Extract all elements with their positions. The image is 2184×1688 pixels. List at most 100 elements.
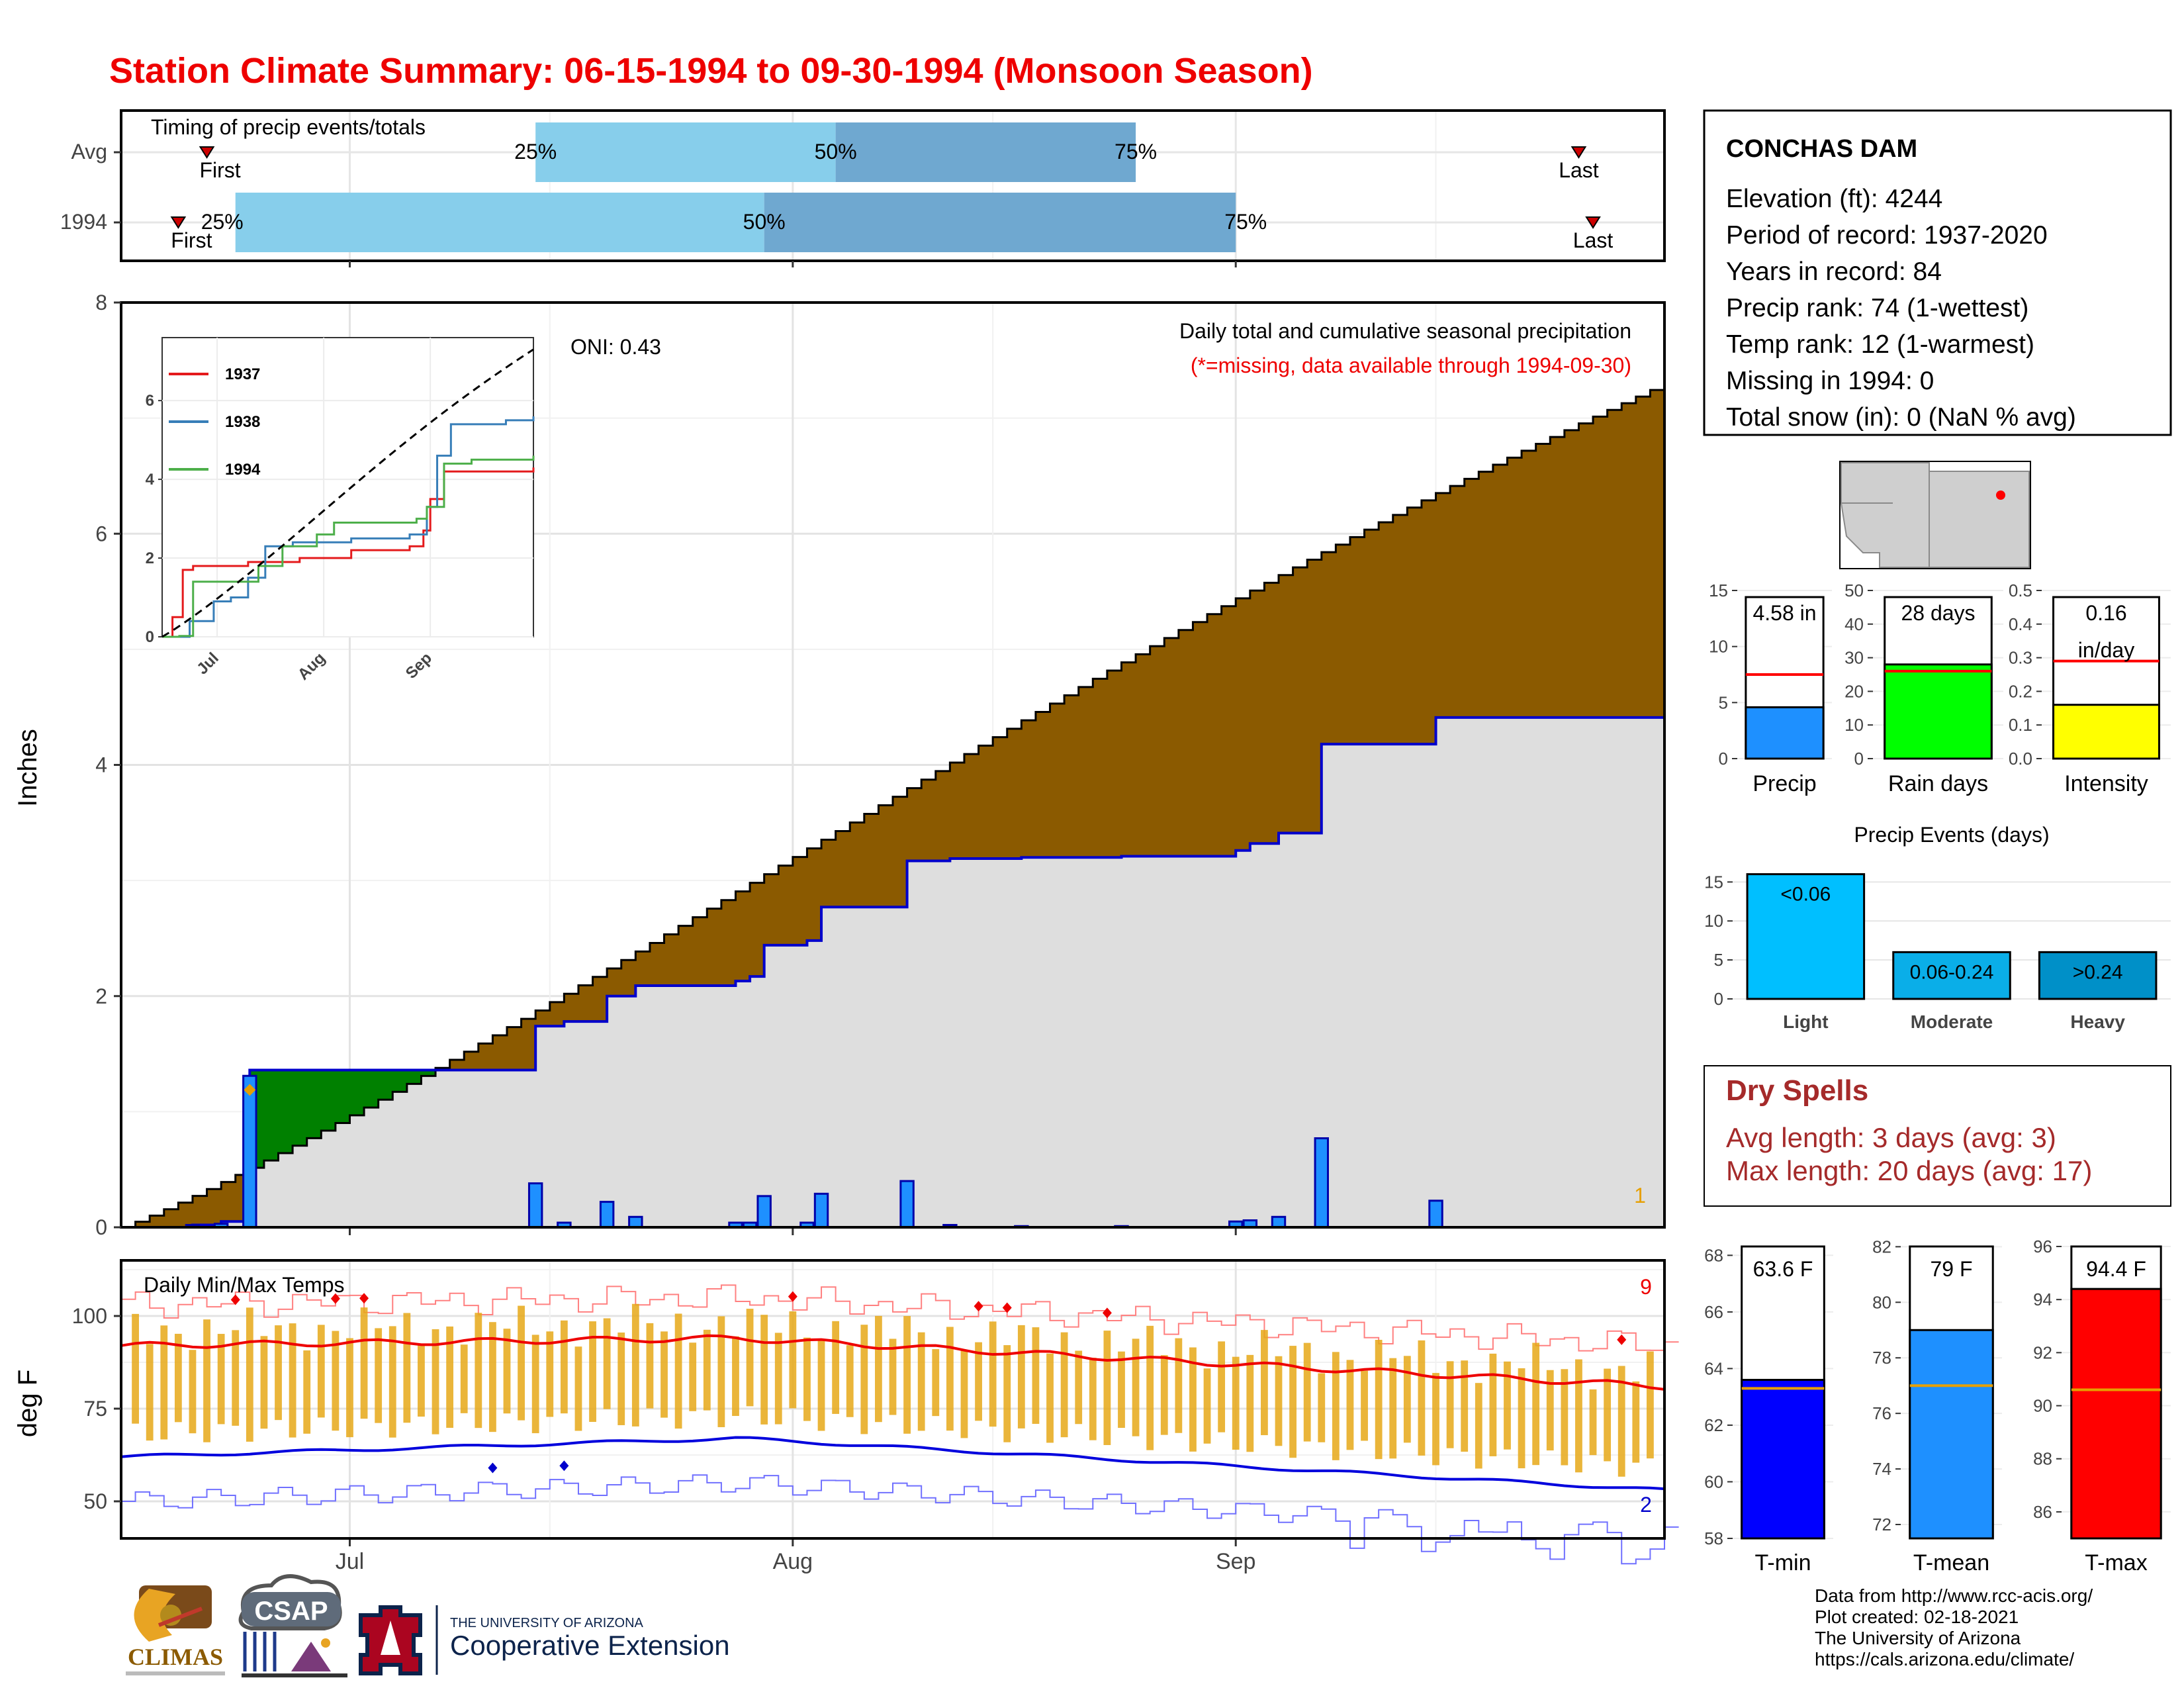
daily-temp-range-bar xyxy=(489,1322,496,1432)
summary-y-tick-label: 0.4 xyxy=(2009,614,2032,634)
daily-temp-range-bar xyxy=(946,1327,954,1431)
timing-bar-q50-q75 xyxy=(835,122,1136,182)
daily-temp-range-bar xyxy=(332,1331,340,1431)
daily-temp-range-bar xyxy=(1461,1360,1469,1452)
events-bar-label: >0.24 xyxy=(2073,961,2123,983)
station-precip-rank: Precip rank: 74 (1-wettest) xyxy=(1726,294,2028,322)
daily-temp-range-bar xyxy=(1032,1327,1040,1424)
summary-bar-label: Precip xyxy=(1752,771,1816,796)
daily-temp-range-bar xyxy=(817,1340,825,1431)
daily-temp-range-bar xyxy=(546,1331,554,1417)
ua-small-text: THE UNIVERSITY OF ARIZONA xyxy=(450,1616,644,1630)
events-x-label: Heavy xyxy=(2070,1011,2125,1032)
daily-temp-range-bar xyxy=(703,1329,711,1411)
daily-temp-range-bar xyxy=(1532,1342,1540,1466)
summary-bar-label: Intensity xyxy=(2064,771,2148,796)
daily-temp-range-bar xyxy=(760,1315,768,1425)
events-bar xyxy=(2038,951,2158,1000)
record-high-marker xyxy=(330,1293,340,1304)
ua-big-text: Cooperative Extension xyxy=(450,1630,730,1661)
precip-base-area xyxy=(121,717,1664,1227)
temp-summary-y-tick-label: 78 xyxy=(1872,1348,1891,1368)
events-y-tick-label: 5 xyxy=(1714,950,1723,970)
daily-temp-range-bar xyxy=(1632,1381,1640,1463)
oni-label: ONI: 0.43 xyxy=(570,335,661,359)
daily-temp-range-bar xyxy=(132,1313,139,1424)
timing-q75-label: 75% xyxy=(1115,140,1157,164)
summary-y-tick-label: 30 xyxy=(1844,648,1864,668)
events-x-label: Moderate xyxy=(1911,1011,1993,1032)
daily-temp-range-bar xyxy=(260,1336,268,1429)
inset-legend-label: 1994 xyxy=(225,461,261,479)
daily-temp-range-bar xyxy=(1647,1351,1654,1459)
daily-temp-range-bar xyxy=(574,1346,582,1431)
daily-temp-range-bar xyxy=(189,1350,197,1434)
station-name: CONCHAS DAM xyxy=(1726,135,1917,163)
temp-summary-value-bar xyxy=(2070,1288,2162,1540)
daily-temp-range-bar xyxy=(232,1330,240,1426)
summary-y-tick-label: 0.2 xyxy=(2009,681,2032,701)
daily-temp-range-bar xyxy=(1189,1347,1197,1452)
credit-line-2: Plot created: 02-18-2021 xyxy=(1815,1607,2019,1627)
climas-logo: CLIMAS xyxy=(126,1585,225,1675)
daily-precip-bar xyxy=(1314,1137,1329,1229)
temp-summary-value-text: 63.6 F xyxy=(1753,1257,1813,1281)
x-axis-month-label: Sep xyxy=(1216,1549,1256,1574)
temp-summary-y-tick-label: 60 xyxy=(1704,1472,1723,1491)
timing-bar-q50-q75 xyxy=(764,193,1236,252)
cumulative-1994-line xyxy=(121,716,1664,1229)
daily-temp-range-bar xyxy=(875,1315,882,1423)
timing-last-marker xyxy=(1585,216,1601,229)
temp-y-tick-label: 75 xyxy=(83,1397,107,1421)
temp-summary-y-tick-label: 90 xyxy=(2033,1396,2052,1416)
climas-logo-text: CLIMAS xyxy=(128,1644,223,1670)
events-bar xyxy=(1892,951,2011,1000)
daily-temp-range-bar xyxy=(1303,1342,1311,1442)
events-x-label: Light xyxy=(1783,1011,1828,1032)
daily-precip-bar xyxy=(1428,1199,1443,1229)
daily-temp-range-bar xyxy=(1489,1353,1497,1456)
temp-summary-y-tick-label: 72 xyxy=(1872,1515,1891,1534)
temp-summary-label: T-mean xyxy=(1913,1550,1989,1575)
daily-temp-range-bar xyxy=(246,1307,253,1442)
daily-temp-range-bar xyxy=(1146,1325,1154,1450)
inset-y-tick-label: 2 xyxy=(146,549,154,567)
station-snow: Total snow (in): 0 (NaN % avg) xyxy=(1726,403,2076,432)
summary-y-tick-label: 0.0 xyxy=(2009,749,2032,769)
temp-summary-label: T-min xyxy=(1755,1550,1811,1575)
summary-y-tick-label: 5 xyxy=(1719,692,1728,712)
temp-panel-title: Daily Min/Max Temps xyxy=(144,1273,344,1297)
inset-y-tick-label: 6 xyxy=(146,392,154,410)
daily-temp-range-bar xyxy=(275,1325,282,1421)
temp-summary-y-tick-label: 86 xyxy=(2033,1502,2052,1522)
inset-frame xyxy=(161,337,534,637)
temp-summary-y-tick-label: 80 xyxy=(1872,1292,1891,1312)
daily-temp-range-bar xyxy=(1003,1345,1011,1442)
daily-temp-range-bar xyxy=(1575,1359,1582,1473)
daily-precip-bar xyxy=(813,1192,829,1229)
daily-temp-range-bar xyxy=(1446,1361,1454,1448)
daily-precip-bar xyxy=(242,1074,257,1229)
daily-temp-range-bar xyxy=(203,1319,210,1442)
timing-q25-label: 25% xyxy=(201,210,244,234)
temp-summary-y-tick-label: 68 xyxy=(1704,1245,1723,1265)
daily-temp-range-bar xyxy=(1617,1366,1625,1477)
temp-summary-y-tick-label: 82 xyxy=(1872,1237,1891,1256)
temp-summary-value-bar xyxy=(1909,1329,1994,1540)
station-marker xyxy=(1996,491,2005,500)
daily-temp-range-bar xyxy=(1418,1340,1426,1456)
daily-temp-range-bar xyxy=(1261,1330,1268,1436)
daily-temp-range-bar xyxy=(1103,1331,1111,1446)
daily-temp-range-bar xyxy=(1060,1332,1068,1438)
record-high-marker xyxy=(1102,1307,1112,1319)
summary-y-tick-label: 10 xyxy=(1709,637,1728,657)
temp-summary-bars: 58 60 62 64 66 68 63.6 F T-min 72 74 76 78 80 82 79 F T… xyxy=(1704,1237,2171,1575)
summary-bars: 0 5 10 15 4.58 in Precip 0 10 20 30 40 50 28 days Rai… xyxy=(1709,581,2171,796)
daily-temp-range-bar xyxy=(989,1321,997,1427)
summary-value-bar xyxy=(1884,663,1993,760)
precip-y-tick-label: 8 xyxy=(95,291,107,314)
timing-row-avg-label: Avg xyxy=(71,140,107,164)
daily-temp-range-bar xyxy=(1218,1341,1226,1432)
daily-temp-range-bar xyxy=(732,1336,739,1417)
daily-temp-range-bar xyxy=(418,1344,425,1417)
